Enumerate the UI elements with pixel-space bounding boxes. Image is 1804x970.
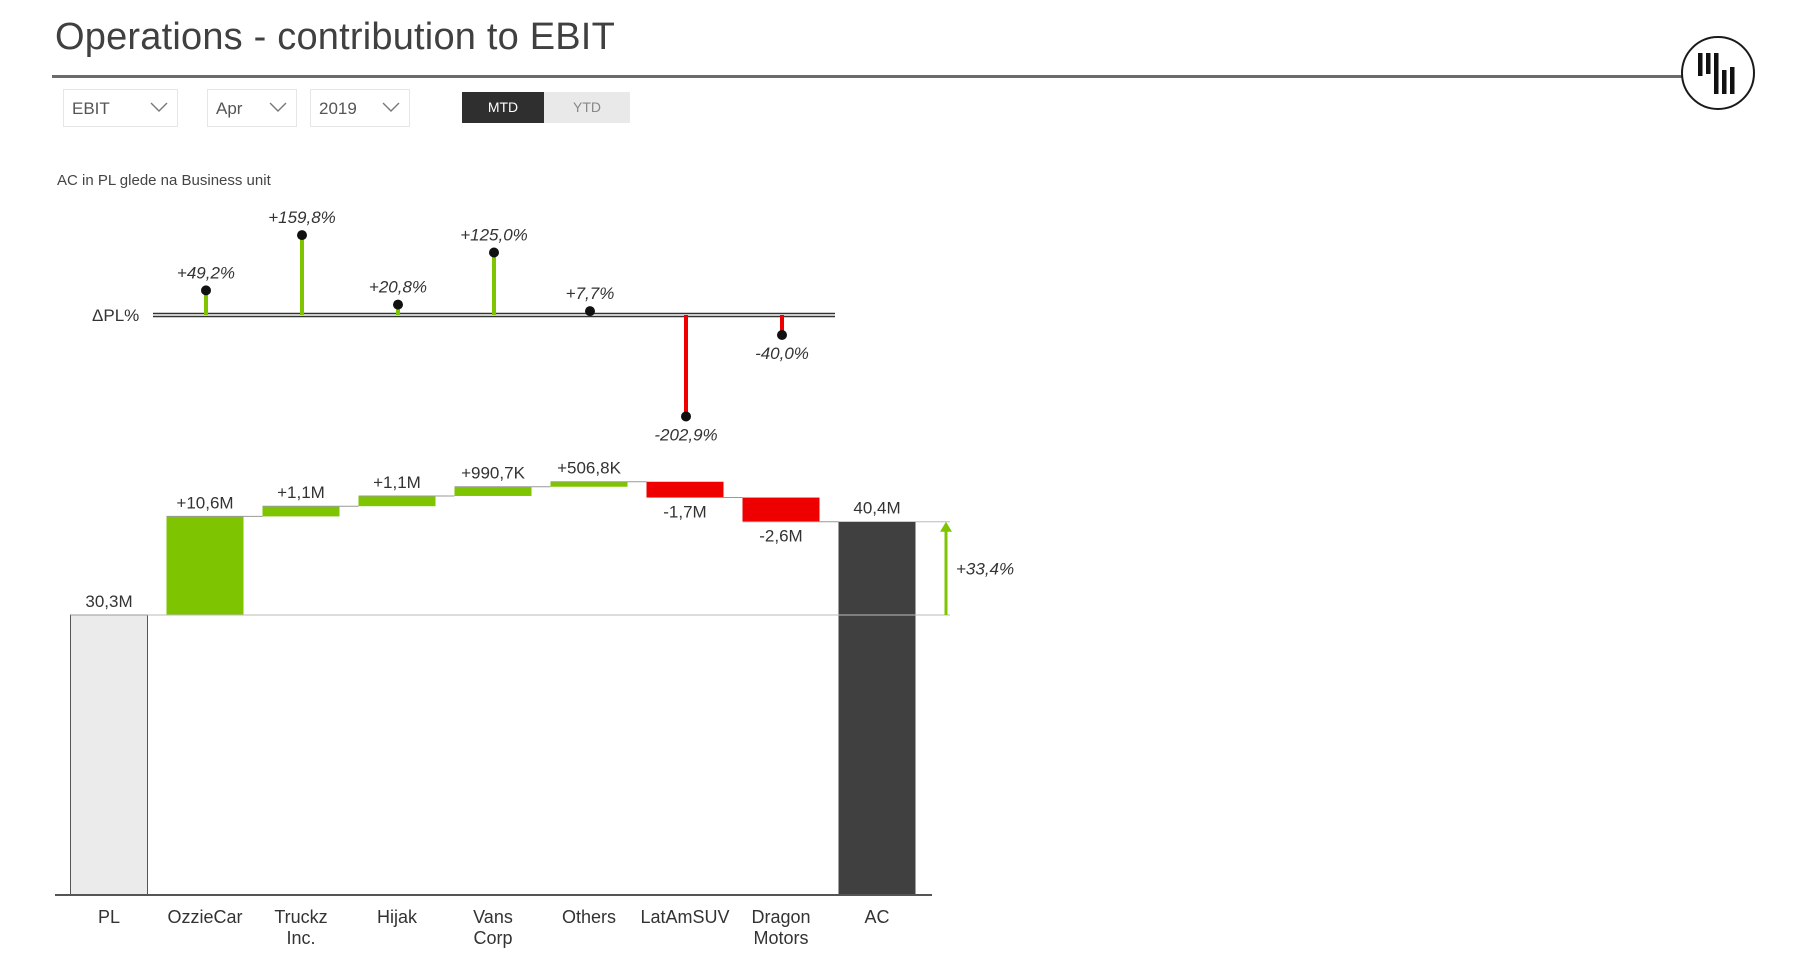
delta-bar bbox=[646, 481, 724, 498]
pin-label: +7,7% bbox=[566, 284, 615, 303]
category-label: AC bbox=[864, 907, 889, 927]
category-label: Inc. bbox=[286, 928, 315, 948]
title-divider bbox=[52, 75, 1687, 78]
measure-dropdown-value: EBIT bbox=[72, 99, 110, 118]
pl-bar bbox=[70, 614, 148, 896]
pin-marker bbox=[201, 285, 211, 296]
pin-label: +125,0% bbox=[460, 226, 528, 245]
bar-label: +10,6M bbox=[176, 493, 233, 512]
year-dropdown-value: 2019 bbox=[319, 99, 357, 118]
ac-bar bbox=[838, 521, 916, 895]
month-dropdown[interactable]: Apr bbox=[207, 89, 297, 127]
variance-arrow-icon bbox=[940, 521, 952, 532]
delta-bar bbox=[262, 506, 340, 517]
pin-label: +159,8% bbox=[268, 208, 336, 227]
category-label: Dragon bbox=[751, 907, 810, 927]
pin-marker bbox=[393, 299, 403, 310]
pin-marker bbox=[489, 247, 499, 258]
bar-label: -1,7M bbox=[663, 503, 706, 522]
pin-marker bbox=[681, 411, 691, 422]
category-label: Vans bbox=[473, 907, 513, 927]
mtd-toggle-button[interactable]: MTD bbox=[462, 92, 544, 123]
ytd-toggle-button[interactable]: YTD bbox=[544, 92, 630, 123]
chevron-down-icon bbox=[382, 102, 400, 112]
bar-label: 40,4M bbox=[853, 499, 900, 518]
pin-label: -202,9% bbox=[654, 425, 717, 444]
pin-label: +20,8% bbox=[369, 278, 427, 297]
delta-bar bbox=[166, 516, 244, 615]
delta-pin-chart: ΔPL% +49,2% +159,8% +20,8% +125,0% +7,7% -202,… bbox=[92, 208, 835, 444]
category-label: PL bbox=[98, 907, 120, 927]
bar-label: 30,3M bbox=[85, 592, 132, 611]
page-title: Operations - contribution to EBIT bbox=[55, 16, 615, 58]
pin-label: -40,0% bbox=[755, 344, 809, 363]
category-label: Others bbox=[562, 907, 616, 927]
waterfall-bars: 30,3M +10,6M +1,1M +1,1M +990,7K +506,8K -1,7M… bbox=[55, 459, 1014, 948]
delta-bar bbox=[742, 497, 820, 522]
delta-bar bbox=[454, 486, 532, 496]
bar-label: +506,8K bbox=[557, 459, 621, 478]
bar-chart-logo-icon bbox=[1681, 36, 1755, 110]
category-label: Truckz bbox=[274, 907, 327, 927]
bar-label: +1,1M bbox=[277, 483, 325, 502]
delta-bar bbox=[550, 481, 628, 487]
chevron-down-icon bbox=[150, 102, 168, 112]
bar-label: +1,1M bbox=[373, 473, 421, 492]
bar-label: +990,7K bbox=[461, 464, 525, 483]
category-label: Hijak bbox=[377, 907, 418, 927]
variance-label: +33,4% bbox=[956, 559, 1014, 578]
delta-bar bbox=[358, 495, 436, 507]
month-dropdown-value: Apr bbox=[216, 99, 243, 118]
chart-subtitle: AC in PL glede na Business unit bbox=[57, 172, 271, 189]
bar-label: -2,6M bbox=[759, 527, 802, 546]
year-dropdown[interactable]: 2019 bbox=[310, 89, 410, 127]
pin-label: +49,2% bbox=[177, 263, 235, 282]
pin-marker bbox=[585, 306, 595, 317]
chevron-down-icon bbox=[269, 102, 287, 112]
category-label: LatAmSUV bbox=[640, 907, 729, 927]
measure-dropdown[interactable]: EBIT bbox=[63, 89, 178, 127]
category-label: OzzieCar bbox=[167, 907, 242, 927]
pin-marker bbox=[777, 330, 787, 340]
pin-marker bbox=[297, 230, 307, 241]
category-label: Motors bbox=[753, 928, 808, 948]
delta-pl-axis-label: ΔPL% bbox=[92, 306, 139, 325]
category-label: Corp bbox=[473, 928, 512, 948]
